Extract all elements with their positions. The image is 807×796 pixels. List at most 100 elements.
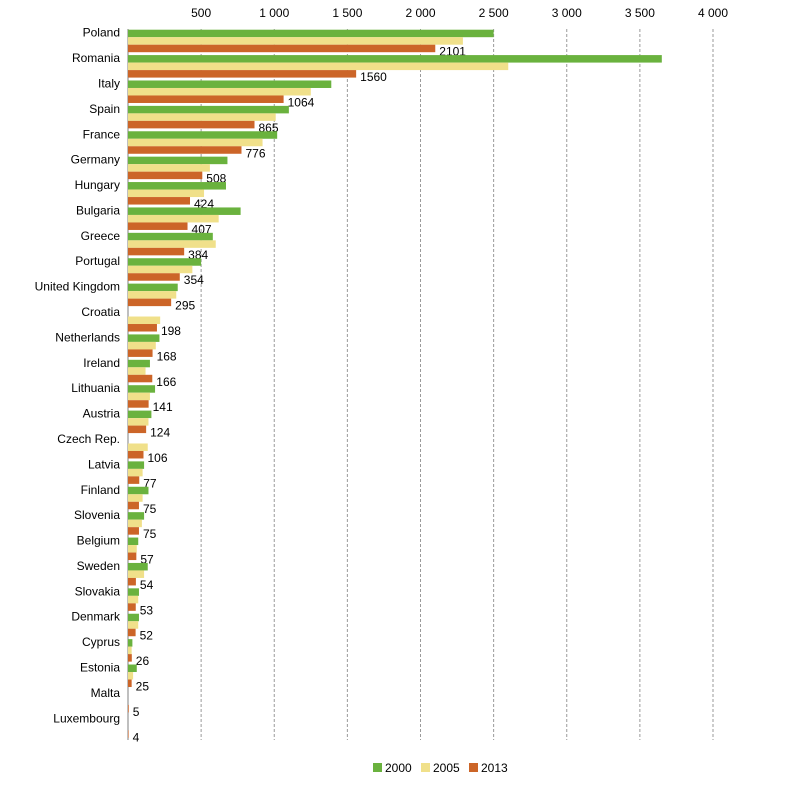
bar-2005 bbox=[128, 443, 148, 451]
data-label: 124 bbox=[150, 426, 170, 440]
category-label: Denmark bbox=[71, 610, 121, 624]
bar-2005 bbox=[128, 316, 161, 325]
bar-2013 bbox=[128, 501, 139, 510]
data-label: 52 bbox=[140, 629, 154, 643]
bar-2005 bbox=[128, 519, 142, 528]
bar-2013 bbox=[128, 450, 144, 459]
legend-label: 2013 bbox=[481, 761, 508, 775]
category-label: Romania bbox=[72, 51, 120, 65]
category-label: Italy bbox=[98, 76, 120, 90]
category-label: Slovakia bbox=[75, 584, 121, 598]
category-label: Lithuania bbox=[71, 381, 120, 395]
bar-2000 bbox=[128, 537, 139, 546]
data-label: 776 bbox=[245, 146, 265, 160]
bar-2005 bbox=[128, 87, 311, 96]
bar-2000 bbox=[128, 639, 133, 647]
bar-2005 bbox=[128, 62, 509, 71]
bar-2005 bbox=[128, 545, 137, 553]
data-label: 141 bbox=[153, 400, 173, 414]
legend-swatch-2013 bbox=[469, 763, 478, 772]
category-label: Hungary bbox=[75, 178, 120, 192]
bar-2000 bbox=[128, 55, 662, 63]
bar-2000 bbox=[128, 232, 213, 241]
bar-2013 bbox=[128, 476, 140, 484]
bar-2005 bbox=[128, 570, 145, 578]
bar-2000 bbox=[128, 283, 178, 292]
category-label: Czech Rep. bbox=[57, 432, 120, 446]
data-label: 1064 bbox=[288, 95, 315, 109]
x-tick-label: 2 000 bbox=[405, 6, 435, 20]
data-label: 4 bbox=[133, 730, 140, 744]
bar-2000 bbox=[128, 461, 145, 469]
category-label: Sweden bbox=[77, 559, 120, 573]
bar-2000 bbox=[128, 207, 241, 215]
bar-2013 bbox=[128, 70, 357, 78]
bar-2005 bbox=[128, 240, 216, 248]
bar-2000 bbox=[128, 105, 289, 114]
category-label: United Kingdom bbox=[35, 280, 120, 294]
bar-2005 bbox=[128, 138, 263, 147]
legend-label: 2005 bbox=[433, 761, 460, 775]
legend-swatch-2005 bbox=[421, 763, 430, 772]
bar-2005 bbox=[128, 189, 205, 198]
bar-2013 bbox=[128, 95, 284, 103]
bar-2013 bbox=[128, 44, 436, 53]
category-label: Portugal bbox=[75, 254, 120, 268]
x-tick-label: 4 000 bbox=[698, 6, 728, 20]
legend-label: 2000 bbox=[385, 761, 412, 775]
bar-2013 bbox=[128, 425, 147, 434]
bar-2000 bbox=[128, 512, 145, 520]
data-label: 166 bbox=[156, 375, 176, 389]
category-label: Latvia bbox=[88, 457, 120, 471]
bar-2005 bbox=[128, 214, 219, 223]
data-label: 106 bbox=[148, 451, 168, 465]
bar-2005 bbox=[128, 113, 276, 121]
bar-2013 bbox=[128, 171, 203, 180]
bar-2000 bbox=[128, 359, 150, 368]
bar-2013 bbox=[128, 197, 191, 205]
bar-2013 bbox=[128, 730, 129, 738]
data-label: 25 bbox=[136, 680, 150, 694]
bar-2000 bbox=[128, 613, 139, 622]
data-label: 26 bbox=[136, 654, 150, 668]
bar-2013 bbox=[128, 552, 137, 561]
bar-2013 bbox=[128, 146, 242, 154]
bar-2013 bbox=[128, 349, 153, 357]
x-tick-label: 1 000 bbox=[259, 6, 289, 20]
category-label: Belgium bbox=[77, 534, 120, 548]
bar-2000 bbox=[128, 80, 332, 88]
bar-2005 bbox=[128, 164, 210, 172]
category-label: Austria bbox=[83, 407, 121, 421]
bar-2013 bbox=[128, 527, 139, 535]
category-label: Slovenia bbox=[74, 508, 120, 522]
bar-2005 bbox=[128, 672, 134, 680]
bar-2005 bbox=[128, 291, 177, 299]
bar-2000 bbox=[128, 131, 278, 139]
bar-2013 bbox=[128, 704, 129, 713]
bar-2005 bbox=[128, 595, 139, 604]
category-label: France bbox=[83, 127, 121, 141]
data-label: 54 bbox=[140, 578, 154, 592]
bar-2005 bbox=[128, 646, 132, 655]
bar-2000 bbox=[128, 562, 148, 571]
bar-2013 bbox=[128, 628, 136, 637]
data-label: 198 bbox=[161, 324, 181, 338]
bar-2013 bbox=[128, 577, 136, 586]
data-label: 5 bbox=[133, 705, 140, 719]
bar-2005 bbox=[128, 468, 143, 477]
x-tick-label: 2 500 bbox=[479, 6, 509, 20]
bar-2005 bbox=[128, 392, 150, 401]
data-label: 75 bbox=[143, 527, 157, 541]
bar-2005 bbox=[128, 621, 139, 629]
bar-2000 bbox=[128, 29, 494, 38]
bar-2013 bbox=[128, 298, 172, 307]
bar-2000 bbox=[128, 486, 149, 495]
bar-2000 bbox=[128, 334, 160, 342]
bar-2013 bbox=[128, 324, 157, 332]
bar-2013 bbox=[128, 273, 180, 281]
category-label: Germany bbox=[71, 153, 120, 167]
bar-2013 bbox=[128, 679, 132, 688]
bar-2000 bbox=[128, 385, 156, 393]
category-label: Estonia bbox=[80, 661, 120, 675]
